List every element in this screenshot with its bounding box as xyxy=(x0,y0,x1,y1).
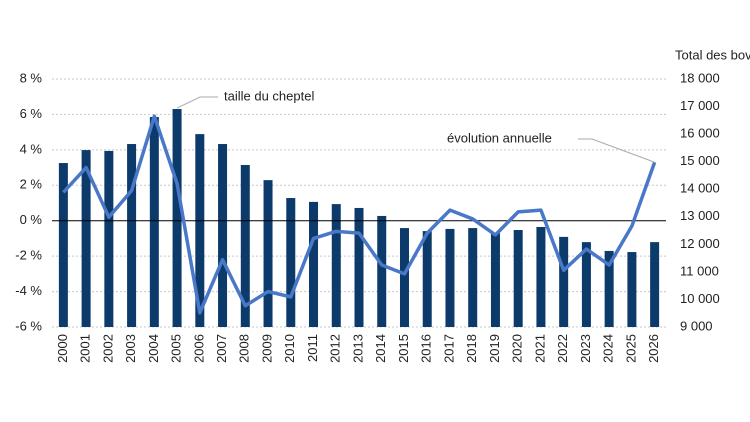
bar xyxy=(127,144,137,327)
x-tick-label: 2022 xyxy=(555,334,570,363)
bar xyxy=(559,236,569,327)
bar xyxy=(650,242,660,327)
bar xyxy=(218,144,228,327)
bar xyxy=(309,201,319,327)
x-tick-label: 2008 xyxy=(237,334,252,363)
x-tick-label: 2024 xyxy=(601,334,616,363)
x-tick-label: 2006 xyxy=(191,334,206,363)
y2-tick-label: 13 000 xyxy=(680,208,720,223)
x-tick-label: 2020 xyxy=(510,334,525,363)
bar xyxy=(468,228,478,327)
y-tick-label: 8 % xyxy=(20,70,43,85)
x-tick-label: 2018 xyxy=(464,334,479,363)
bar xyxy=(104,150,114,327)
y2-tick-label: 11 000 xyxy=(680,263,719,278)
bar xyxy=(286,198,296,327)
bar xyxy=(263,180,273,327)
y-tick-label: 6 % xyxy=(20,106,43,121)
y2-tick-label: 10 000 xyxy=(680,291,720,306)
annotation-leader xyxy=(176,96,218,109)
annotation: taille du cheptel xyxy=(224,88,314,103)
y-tick-label: 4 % xyxy=(20,141,43,156)
bar xyxy=(581,242,591,327)
y-tick-label: 2 % xyxy=(20,177,43,192)
x-tick-label: 2025 xyxy=(623,334,638,363)
x-tick-label: 2007 xyxy=(214,334,229,363)
bar xyxy=(58,163,68,327)
x-tick-label: 2011 xyxy=(305,334,320,362)
bar xyxy=(172,109,182,327)
y2-tick-label: 12 000 xyxy=(680,236,720,251)
x-tick-label: 2005 xyxy=(169,334,184,363)
y-tick-label: -6 % xyxy=(15,318,42,333)
bar xyxy=(399,228,409,327)
y2-tick-label: 14 000 xyxy=(680,181,720,196)
x-tick-label: 2000 xyxy=(55,334,70,363)
y-tick-label: -2 % xyxy=(15,248,42,263)
y-tick-label: -4 % xyxy=(15,283,42,298)
bar xyxy=(445,228,455,327)
bar xyxy=(81,150,91,327)
x-tick-label: 2023 xyxy=(578,334,593,363)
y2-tick-label: 18 000 xyxy=(680,70,720,85)
bar xyxy=(422,231,432,327)
x-tick-label: 2016 xyxy=(419,334,434,363)
x-tick-label: 2026 xyxy=(646,334,661,363)
bar xyxy=(331,204,341,327)
x-tick-label: 2009 xyxy=(259,334,274,363)
x-tick-label: 2017 xyxy=(441,334,456,363)
x-tick-label: 2015 xyxy=(396,334,411,363)
line xyxy=(62,114,657,315)
bar xyxy=(490,233,500,327)
bar xyxy=(536,226,546,327)
bar xyxy=(513,230,523,327)
y2-tick-label: 16 000 xyxy=(680,126,720,141)
bar xyxy=(240,164,250,327)
x-tick-label: 2013 xyxy=(350,334,365,363)
x-tick-label: 2021 xyxy=(532,334,547,363)
bar xyxy=(354,207,364,327)
annotation-leader xyxy=(578,138,655,163)
x-tick-label: 2002 xyxy=(100,334,115,363)
bar xyxy=(627,252,637,327)
x-tick-label: 2019 xyxy=(487,334,502,363)
bar xyxy=(604,250,614,327)
x-tick-label: 2003 xyxy=(123,334,138,363)
x-tick-label: 2001 xyxy=(78,334,93,363)
x-tick-label: 2012 xyxy=(328,334,343,363)
x-tick-label: 2014 xyxy=(373,334,388,363)
y2-axis-title: Total des bovins xyxy=(675,47,750,62)
y2-tick-label: 17 000 xyxy=(680,98,720,113)
y-tick-label: 0 % xyxy=(20,212,43,227)
x-tick-label: 2004 xyxy=(146,334,161,363)
y2-tick-label: 9 000 xyxy=(680,318,713,333)
y2-tick-label: 15 000 xyxy=(680,153,720,168)
bar xyxy=(195,134,205,327)
bar xyxy=(149,117,159,327)
x-tick-label: 2010 xyxy=(282,334,297,363)
annotation: évolution annuelle xyxy=(447,130,552,145)
bar xyxy=(377,215,387,327)
